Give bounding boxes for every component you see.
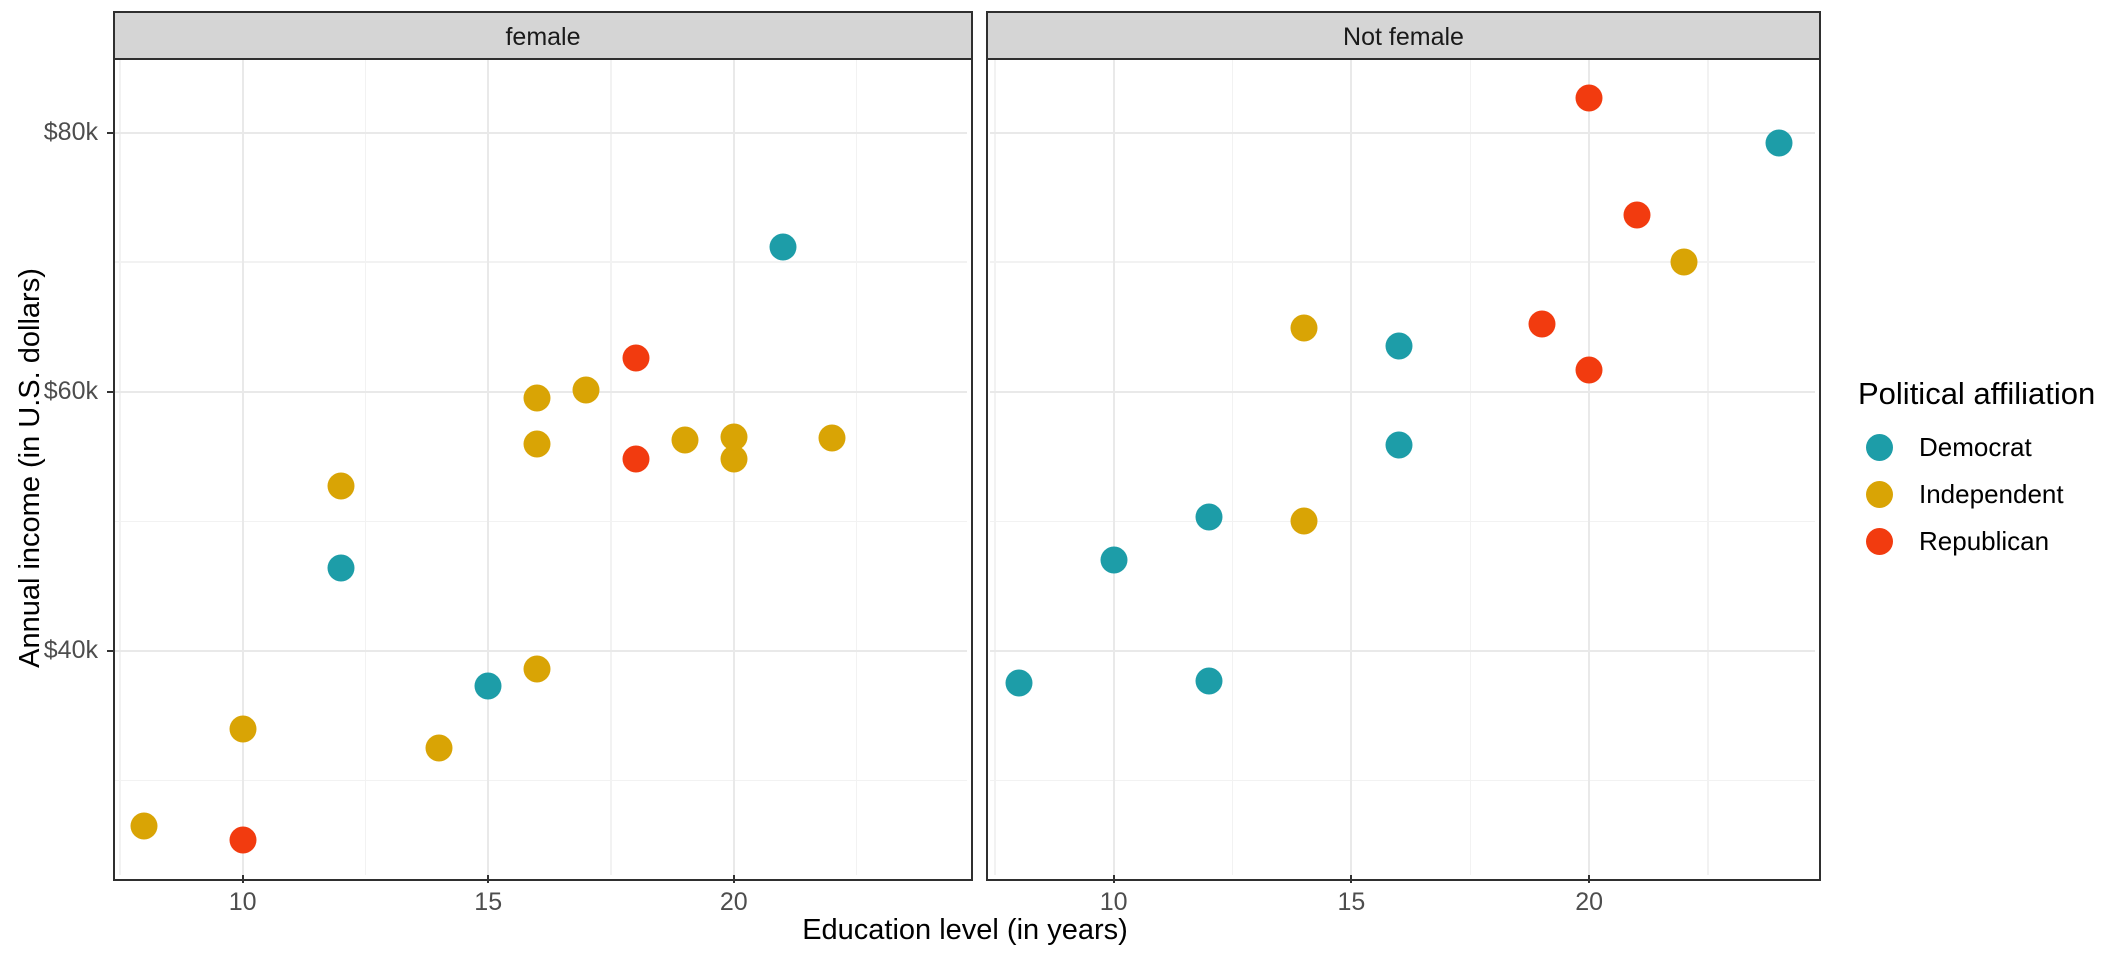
data-point [1195,503,1223,531]
data-point [229,715,257,743]
data-point [769,233,797,261]
gridline-minor-h [990,520,1815,523]
gridline-minor-v [1231,60,1234,875]
y-tick-label: $40k [43,635,98,664]
data-point [818,424,846,452]
gridline-minor-h [115,779,967,782]
x-tick-mark [1350,875,1353,883]
gridline-minor-h [115,520,967,523]
gridline-major-v [1588,60,1591,875]
gridline-minor-h [990,261,1815,263]
legend-title: Political affiliation [1858,376,2096,411]
data-point [671,426,699,454]
gridline-minor-h [990,779,1815,782]
data-point [229,826,257,854]
gridline-minor-v [994,60,996,875]
gridline-minor-v [610,60,612,875]
data-point [1670,248,1698,276]
legend: Political affiliation Democrat Independen… [1858,376,2095,565]
x-tick-label: 10 [1099,888,1128,916]
legend-items: Democrat Independent Republican [1858,424,2095,565]
gridline-major-h [990,390,1815,393]
x-axis-title: Education level (in years) [802,914,1128,946]
data-point [523,384,551,412]
gridline-minor-h [115,261,967,263]
gridline-major-h [115,131,967,134]
legend-item: Independent [1858,471,2095,518]
gridline-major-v [487,60,490,875]
legend-swatch [1866,481,1893,508]
gridline-minor-v [855,60,858,875]
data-point [1528,310,1556,338]
gridline-major-h [115,649,967,652]
facet-strip-label: Not female [1343,22,1464,51]
legend-item-label: Independent [1919,479,2064,509]
x-tick-label: 15 [474,888,503,916]
gridline-minor-v [1707,60,1709,875]
x-tick-mark [241,875,244,883]
data-point [327,472,355,500]
data-point [1575,84,1603,112]
data-point [1575,356,1603,384]
data-point [1195,667,1223,695]
gridline-major-h [990,131,1815,134]
data-point [425,734,453,762]
y-tick-label: $80k [43,117,98,146]
data-point [1385,431,1413,459]
data-point [1290,507,1318,535]
y-tick-mark [107,649,115,652]
x-tick-mark [1588,875,1591,883]
data-point [474,672,502,700]
legend-item: Republican [1858,518,2095,565]
gridline-major-v [1350,60,1353,875]
x-tick-label: 20 [1575,888,1604,916]
data-point [130,812,158,840]
data-point [572,376,600,404]
legend-swatch [1866,434,1893,461]
y-tick-mark [107,390,115,393]
x-tick-label: 15 [1337,888,1366,916]
x-tick-mark [487,875,490,883]
data-point [523,655,551,683]
data-point [1623,201,1651,229]
data-point [720,423,748,451]
gridline-major-v [1112,60,1115,875]
legend-item-label: Democrat [1919,432,2032,462]
gridline-minor-v [119,60,121,875]
gridline-minor-v [1469,60,1471,875]
facet-strip-label: female [505,22,581,51]
data-point [622,445,650,473]
facet-strip-female: female [113,11,973,63]
data-point [622,344,650,372]
legend-item: Democrat [1858,424,2095,471]
legend-swatch [1866,528,1893,555]
gridline-major-v [241,60,244,875]
x-tick-label: 10 [228,888,257,916]
data-point [327,554,355,582]
y-tick-label: $60k [43,376,98,405]
x-tick-mark [1112,875,1115,883]
facet-panel-female [113,58,973,881]
y-tick-mark [107,131,115,134]
data-point [1765,129,1793,157]
data-point [1100,546,1128,574]
x-tick-mark [732,875,735,883]
x-tick-label: 20 [719,888,748,916]
data-point [523,430,551,458]
data-point [1385,332,1413,360]
gridline-minor-v [364,60,367,875]
facet-panel-not-female [986,58,1821,881]
legend-item-label: Republican [1919,526,2050,556]
gridline-major-h [990,649,1815,652]
data-point [1290,314,1318,342]
data-point [1005,669,1033,697]
facet-strip-not-female: Not female [986,11,1821,63]
